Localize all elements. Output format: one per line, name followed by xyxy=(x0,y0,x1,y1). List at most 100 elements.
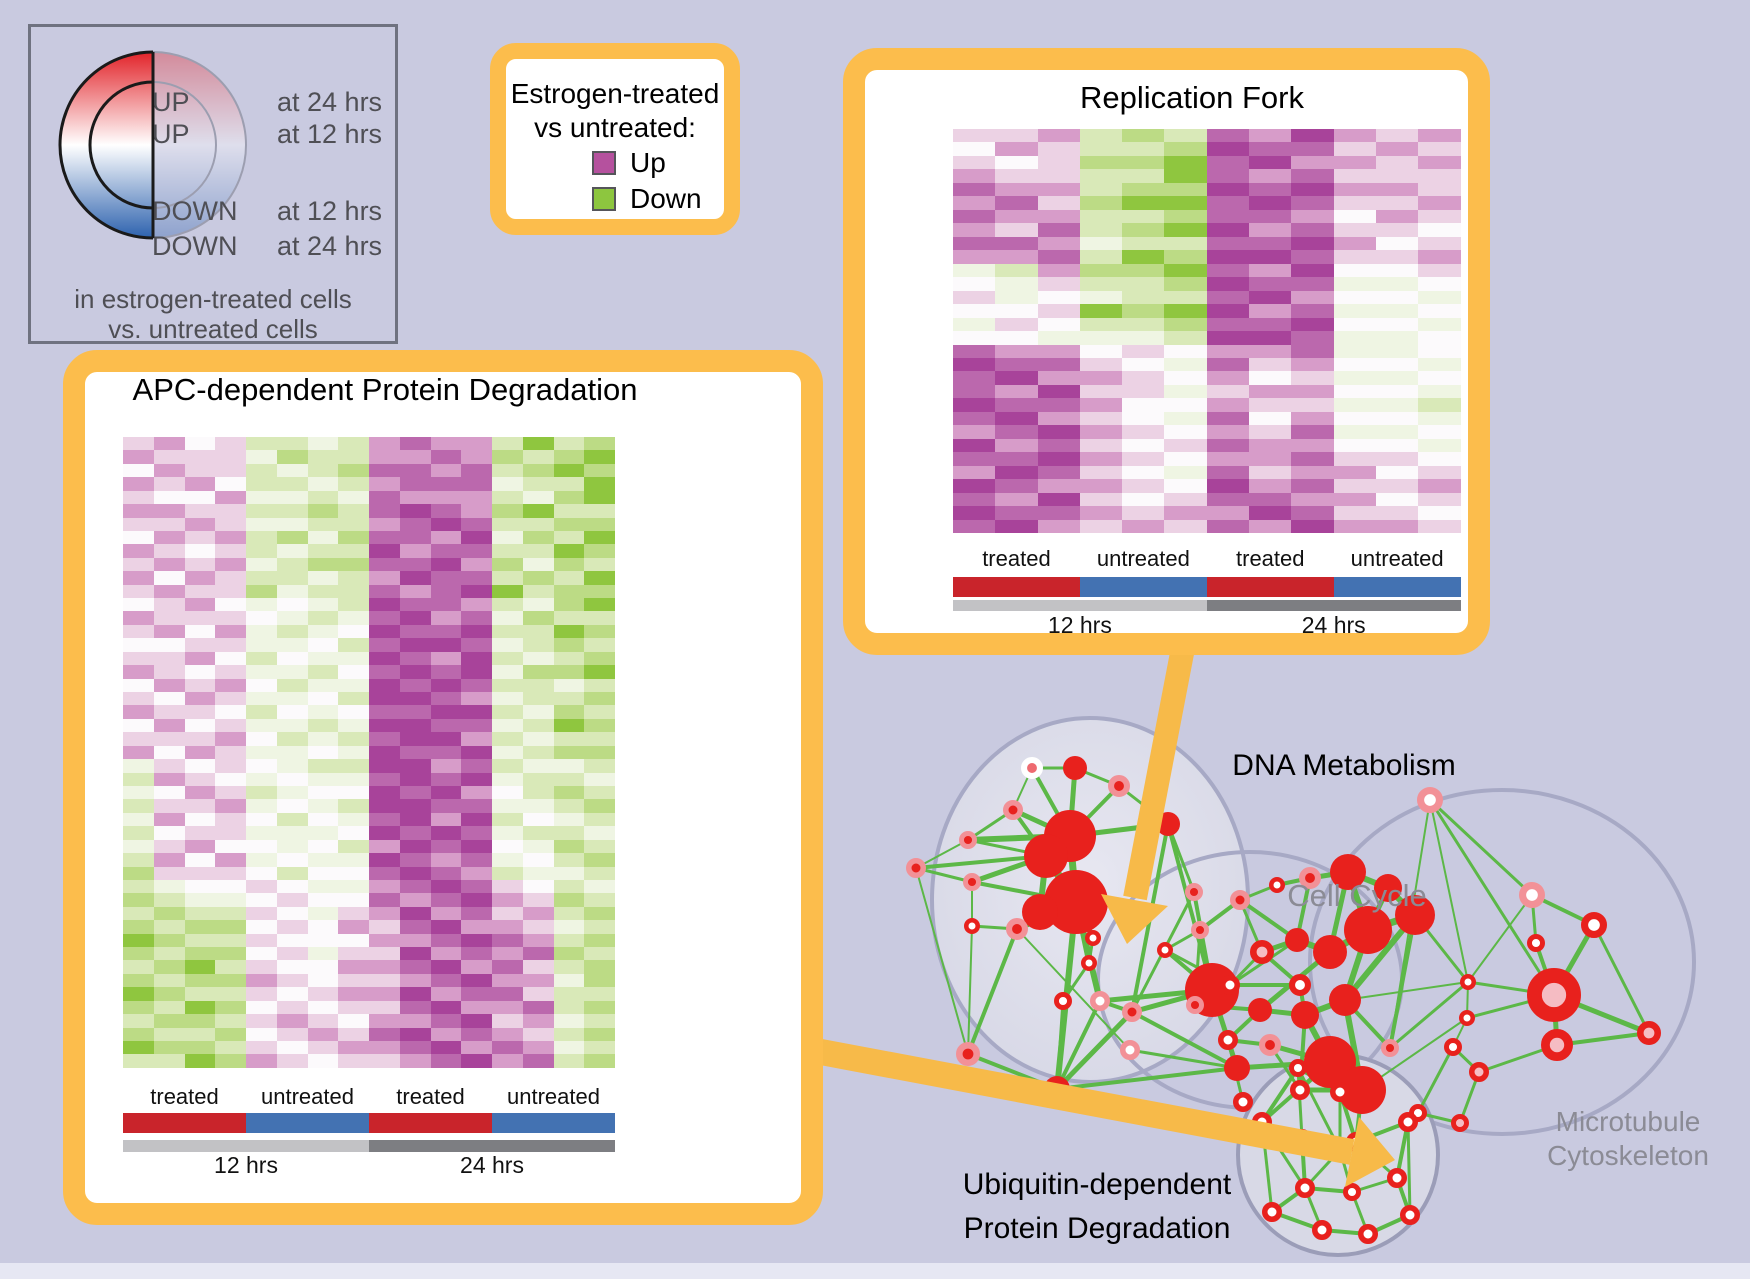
heatmap-cell xyxy=(584,598,615,612)
heatmap-cell xyxy=(553,504,585,518)
heatmap-cell xyxy=(399,933,431,948)
gradient-legend-word-0: UP xyxy=(152,87,190,117)
heatmap-cell xyxy=(1164,304,1207,318)
network-node-pr xyxy=(1259,1034,1282,1057)
network-node-pr xyxy=(1380,1038,1399,1057)
heatmap-cell xyxy=(1122,169,1165,183)
heatmap-cell xyxy=(1375,371,1419,385)
heatmap-cell xyxy=(215,611,246,625)
heatmap-cell xyxy=(492,759,523,773)
down-label: Down xyxy=(630,183,702,214)
heatmap-cell xyxy=(553,960,585,974)
heatmap-cell xyxy=(1375,411,1419,426)
heatmap-cell xyxy=(307,987,339,1001)
heatmap-cell xyxy=(461,544,492,558)
heatmap-cell xyxy=(492,490,523,505)
bottom-margin-strip xyxy=(0,1263,1750,1279)
heatmap-cell xyxy=(246,812,277,827)
heatmap-cell xyxy=(246,678,277,693)
heatmap-cell xyxy=(1206,465,1250,480)
heatmap-cell xyxy=(153,517,185,531)
heatmap-cell xyxy=(430,1054,462,1068)
heatmap-cell xyxy=(1206,196,1250,210)
heatmap-cell xyxy=(1164,263,1207,278)
heatmap-cell xyxy=(1206,277,1250,291)
network-node-wp xyxy=(1469,1062,1489,1082)
heatmap-cell xyxy=(369,437,400,451)
heatmap-cell xyxy=(1291,357,1334,372)
heatmap-cell xyxy=(1037,425,1080,439)
heatmap-cell xyxy=(369,853,400,867)
heatmap-cell xyxy=(492,705,523,719)
heatmap-cell xyxy=(276,517,308,531)
heatmap-cell xyxy=(246,638,277,652)
heatmap-cell xyxy=(215,530,246,545)
heatmap-cell xyxy=(153,772,185,786)
heatmap-cell xyxy=(1164,129,1207,143)
heatmap-cell xyxy=(953,277,996,291)
heatmap-cell xyxy=(584,879,615,894)
heatmap-cell xyxy=(123,866,154,880)
heatmap-cell xyxy=(123,718,154,733)
heatmap-cell xyxy=(953,384,996,399)
heatmap-cell xyxy=(1164,169,1207,183)
heatmap-cell xyxy=(1079,344,1123,358)
heatmap-cell xyxy=(553,1027,585,1041)
heatmap-cell xyxy=(184,759,216,773)
heatmap-cell xyxy=(1037,182,1080,197)
heatmap-cell xyxy=(153,665,185,679)
heatmap-cell xyxy=(1079,465,1123,480)
heatmap-cell xyxy=(1122,465,1165,480)
heatmap-cell xyxy=(399,598,431,612)
heatmap-cell xyxy=(246,450,277,464)
heatmap-cell xyxy=(553,826,585,840)
heatmap-cell xyxy=(553,665,585,679)
heatmap-cell xyxy=(492,812,523,827)
heatmap-cell xyxy=(1249,425,1292,439)
heatmap-cell xyxy=(553,879,585,894)
network-node-solid xyxy=(1224,1055,1250,1081)
heatmap-cell xyxy=(1333,344,1376,358)
heatmap-cell xyxy=(1037,223,1080,237)
heatmap-cell xyxy=(184,692,216,706)
heatmap-cell xyxy=(492,893,523,907)
network-node-wr xyxy=(1312,1220,1332,1240)
time-label-apc-0: 12 hrs xyxy=(214,1152,278,1178)
heatmap-cell xyxy=(215,477,246,491)
heatmap-cell xyxy=(1418,223,1461,237)
gradient-legend-time-3: at 24 hrs xyxy=(277,231,383,261)
heatmap-cell xyxy=(953,357,996,372)
heatmap-cell xyxy=(430,906,462,921)
condition-label-apc-3: untreated xyxy=(507,1084,600,1109)
heatmap-cell xyxy=(553,718,585,733)
heatmap-cell xyxy=(430,463,462,478)
time-label-rf-1: 24 hrs xyxy=(1301,612,1366,638)
heatmap-cell xyxy=(461,705,492,719)
heatmap-cell xyxy=(584,517,615,531)
heatmap-cell xyxy=(153,611,185,625)
heatmap-cell xyxy=(184,987,216,1001)
heatmap-cell xyxy=(399,477,431,491)
network-edge xyxy=(1055,1066,1239,1091)
heatmap-cell xyxy=(399,866,431,880)
heatmap-cell xyxy=(1333,250,1376,264)
heatmap-cell xyxy=(153,1054,185,1068)
heatmap-cell xyxy=(492,463,523,478)
heatmap-cell xyxy=(184,611,216,625)
heatmap-cell xyxy=(584,1014,615,1028)
heatmap-cell xyxy=(184,463,216,478)
heatmap-cell xyxy=(307,517,339,531)
heatmap-cell xyxy=(215,812,246,827)
heatmap-cell xyxy=(430,584,462,599)
network-node-wr xyxy=(1342,1182,1361,1201)
heatmap-cell xyxy=(553,947,585,961)
heatmap-cell xyxy=(338,598,369,612)
heatmap-cell xyxy=(1291,438,1334,453)
dna-metabolism-label: DNA Metabolism xyxy=(1232,749,1456,782)
heatmap-cell xyxy=(492,987,523,1001)
heatmap-cell xyxy=(215,987,246,1001)
heatmap-cell xyxy=(430,437,462,451)
heatmap-cell xyxy=(430,973,462,988)
heatmap-cell xyxy=(1249,290,1292,305)
heatmap-cell xyxy=(461,812,492,827)
